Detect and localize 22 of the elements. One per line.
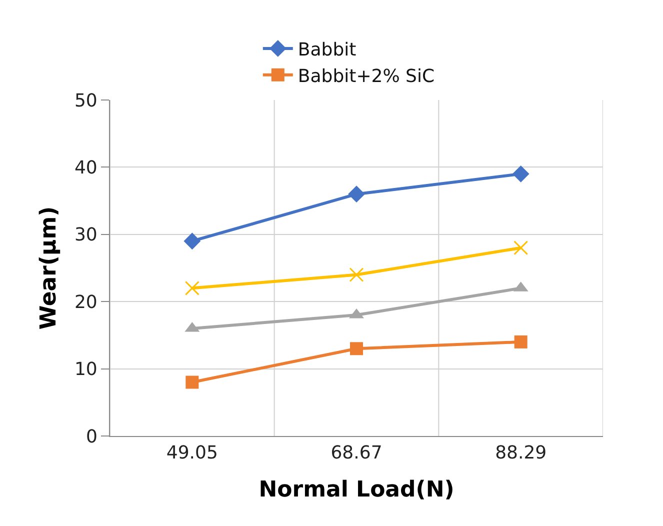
point: [514, 335, 528, 348]
y-tick-label: 40: [74, 158, 98, 178]
point: [350, 342, 363, 356]
x-tick-label: 68.67: [330, 442, 382, 464]
y-tick-label: 30: [74, 224, 98, 246]
point: [514, 240, 528, 256]
x-axis-title: Normal Load(N): [258, 478, 454, 502]
legend-label: Babbit: [298, 40, 356, 60]
y-tick-label: 10: [74, 359, 98, 380]
point: [349, 267, 364, 282]
point: [186, 376, 199, 389]
legend-label: Babbit+2% SiC: [298, 66, 435, 87]
y-tick-label: 20: [74, 292, 98, 313]
y-tick-label: 0: [86, 426, 98, 448]
y-tick-label: 50: [74, 90, 98, 112]
point: [184, 232, 201, 250]
point: [512, 165, 530, 182]
point: [348, 186, 365, 203]
x-tick-label: 49.05: [166, 442, 218, 464]
y-axis-title: Wear(µm): [36, 206, 62, 330]
x-tick-label: 88.29: [495, 442, 547, 464]
point: [184, 280, 200, 296]
